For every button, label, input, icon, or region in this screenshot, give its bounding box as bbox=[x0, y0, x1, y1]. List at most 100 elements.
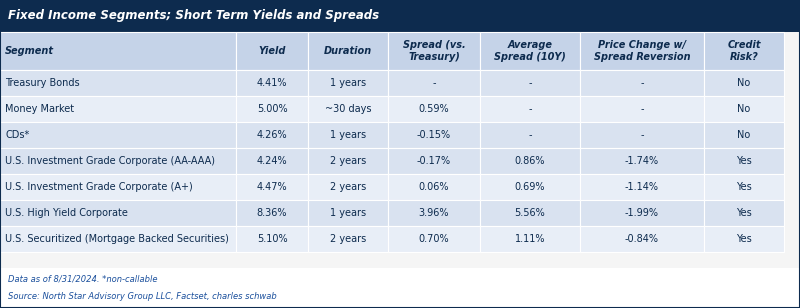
Text: 4.41%: 4.41% bbox=[257, 78, 287, 88]
Text: Treasury Bonds: Treasury Bonds bbox=[5, 78, 80, 88]
Bar bbox=[236, 32, 308, 70]
Bar bbox=[704, 226, 784, 252]
Bar bbox=[388, 32, 480, 70]
Text: Credit
Risk?: Credit Risk? bbox=[727, 40, 761, 62]
Bar bbox=[480, 122, 580, 148]
Bar bbox=[704, 200, 784, 226]
Text: 5.10%: 5.10% bbox=[257, 234, 287, 244]
Text: 4.24%: 4.24% bbox=[257, 156, 287, 166]
Text: Yield: Yield bbox=[258, 46, 286, 56]
Bar bbox=[480, 32, 580, 70]
Text: -: - bbox=[528, 130, 532, 140]
Text: 2 years: 2 years bbox=[330, 182, 366, 192]
Text: 2 years: 2 years bbox=[330, 156, 366, 166]
Bar bbox=[580, 174, 704, 200]
Text: 3.96%: 3.96% bbox=[418, 208, 450, 218]
Bar bbox=[0, 0, 800, 32]
Bar bbox=[480, 174, 580, 200]
Bar bbox=[480, 96, 580, 122]
Bar bbox=[308, 148, 388, 174]
Text: Yes: Yes bbox=[736, 156, 752, 166]
Text: 4.47%: 4.47% bbox=[257, 182, 287, 192]
Text: Price Change w/
Spread Reversion: Price Change w/ Spread Reversion bbox=[594, 40, 690, 62]
Text: U.S. Securitized (Mortgage Backed Securities): U.S. Securitized (Mortgage Backed Securi… bbox=[5, 234, 229, 244]
Bar bbox=[580, 96, 704, 122]
Bar bbox=[580, 200, 704, 226]
Text: Yes: Yes bbox=[736, 208, 752, 218]
Text: 0.59%: 0.59% bbox=[418, 104, 450, 114]
Bar bbox=[388, 122, 480, 148]
Bar bbox=[704, 174, 784, 200]
Text: 0.70%: 0.70% bbox=[418, 234, 450, 244]
Text: -1.74%: -1.74% bbox=[625, 156, 659, 166]
Bar bbox=[0, 226, 236, 252]
Bar bbox=[388, 200, 480, 226]
Text: -: - bbox=[640, 130, 644, 140]
Text: 1 years: 1 years bbox=[330, 130, 366, 140]
Text: -: - bbox=[640, 78, 644, 88]
Bar bbox=[704, 70, 784, 96]
Bar bbox=[480, 70, 580, 96]
Bar bbox=[308, 32, 388, 70]
Text: Segment: Segment bbox=[5, 46, 54, 56]
Bar bbox=[0, 200, 236, 226]
Text: U.S. Investment Grade Corporate (A+): U.S. Investment Grade Corporate (A+) bbox=[5, 182, 193, 192]
Bar bbox=[236, 70, 308, 96]
Text: Average
Spread (10Y): Average Spread (10Y) bbox=[494, 40, 566, 62]
Text: U.S. High Yield Corporate: U.S. High Yield Corporate bbox=[5, 208, 128, 218]
Bar bbox=[704, 148, 784, 174]
Text: 1 years: 1 years bbox=[330, 78, 366, 88]
Text: Duration: Duration bbox=[324, 46, 372, 56]
Bar bbox=[0, 96, 236, 122]
Bar bbox=[236, 148, 308, 174]
Text: -0.17%: -0.17% bbox=[417, 156, 451, 166]
Bar bbox=[0, 122, 236, 148]
Text: Source: North Star Advisory Group LLC, Factset, charles schwab: Source: North Star Advisory Group LLC, F… bbox=[8, 292, 277, 301]
Bar bbox=[0, 70, 236, 96]
Bar bbox=[0, 268, 800, 308]
Text: Spread (vs.
Treasury): Spread (vs. Treasury) bbox=[402, 40, 466, 62]
Text: -1.99%: -1.99% bbox=[625, 208, 659, 218]
Text: Money Market: Money Market bbox=[5, 104, 74, 114]
Bar bbox=[580, 32, 704, 70]
Bar bbox=[308, 96, 388, 122]
Text: -: - bbox=[432, 78, 436, 88]
Text: 1 years: 1 years bbox=[330, 208, 366, 218]
Text: -: - bbox=[640, 104, 644, 114]
Text: 0.06%: 0.06% bbox=[418, 182, 450, 192]
Bar bbox=[0, 32, 236, 70]
Text: No: No bbox=[738, 130, 750, 140]
Text: -: - bbox=[528, 104, 532, 114]
Bar bbox=[480, 226, 580, 252]
Text: No: No bbox=[738, 78, 750, 88]
Text: -0.15%: -0.15% bbox=[417, 130, 451, 140]
Text: Yes: Yes bbox=[736, 182, 752, 192]
Bar bbox=[0, 174, 236, 200]
Bar bbox=[580, 148, 704, 174]
Bar bbox=[480, 148, 580, 174]
Bar bbox=[0, 148, 236, 174]
Text: 0.86%: 0.86% bbox=[514, 156, 546, 166]
Bar bbox=[388, 148, 480, 174]
Text: 4.26%: 4.26% bbox=[257, 130, 287, 140]
Bar bbox=[480, 200, 580, 226]
Text: No: No bbox=[738, 104, 750, 114]
Bar bbox=[704, 96, 784, 122]
Bar bbox=[308, 174, 388, 200]
Bar bbox=[308, 122, 388, 148]
Bar bbox=[308, 70, 388, 96]
Text: 0.69%: 0.69% bbox=[514, 182, 546, 192]
Text: Yes: Yes bbox=[736, 234, 752, 244]
Text: -1.14%: -1.14% bbox=[625, 182, 659, 192]
Text: 5.00%: 5.00% bbox=[257, 104, 287, 114]
Text: ~30 days: ~30 days bbox=[325, 104, 371, 114]
Bar bbox=[308, 200, 388, 226]
Bar bbox=[308, 226, 388, 252]
Bar bbox=[388, 226, 480, 252]
Text: 2 years: 2 years bbox=[330, 234, 366, 244]
Text: -0.84%: -0.84% bbox=[625, 234, 659, 244]
Bar bbox=[704, 122, 784, 148]
Text: Data as of 8/31/2024. *non-callable: Data as of 8/31/2024. *non-callable bbox=[8, 275, 158, 284]
Bar bbox=[236, 226, 308, 252]
Text: 1.11%: 1.11% bbox=[514, 234, 546, 244]
